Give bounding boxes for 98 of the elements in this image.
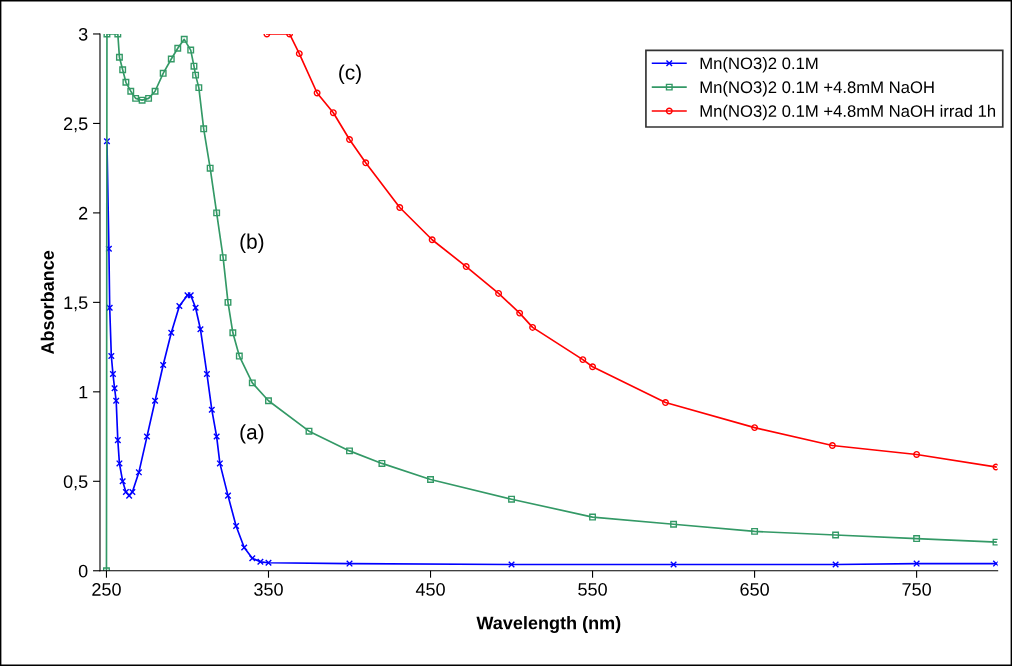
point [828, 442, 836, 449]
point [589, 513, 597, 521]
y-tick-label: 2 [79, 206, 88, 220]
point [213, 433, 221, 441]
point [219, 254, 227, 262]
y-tick-label: 2,5 [63, 117, 88, 133]
point [206, 164, 214, 172]
point [529, 323, 537, 331]
point [670, 561, 678, 568]
point [428, 236, 436, 244]
point [107, 352, 115, 360]
point [196, 325, 204, 333]
line-series [263, 33, 998, 471]
point [174, 44, 182, 52]
point [229, 329, 237, 337]
point [751, 527, 759, 535]
point [224, 492, 232, 500]
point [213, 209, 221, 217]
y-tick-label: 1,5 [64, 296, 88, 312]
point [216, 459, 224, 467]
x-tick-label: 350 [254, 583, 283, 596]
y-axis-title: Absorbance [40, 250, 54, 355]
point [346, 447, 353, 455]
x-tick-label: 650 [740, 583, 769, 596]
x-tick-label: 750 [902, 583, 931, 596]
point [589, 363, 597, 371]
point [175, 302, 183, 310]
y-tick-label: 0,5 [63, 475, 88, 491]
point [508, 561, 516, 568]
point [427, 476, 434, 483]
point [114, 436, 122, 444]
point [248, 379, 256, 387]
point [329, 109, 337, 117]
point [378, 459, 386, 467]
annotation: (b) [240, 233, 264, 254]
y-tick-label: 3 [78, 27, 88, 41]
point [122, 78, 130, 86]
point [661, 399, 669, 407]
point [159, 361, 167, 369]
point [119, 66, 127, 74]
point [495, 289, 503, 297]
point [167, 55, 175, 63]
point [579, 356, 587, 364]
point [115, 53, 123, 61]
point [151, 87, 159, 95]
point [192, 304, 200, 312]
y-tick-label: 0 [78, 564, 88, 578]
y-tick-label: 1 [79, 385, 88, 399]
point [195, 84, 203, 92]
point [751, 424, 759, 432]
annotation: (a) [240, 424, 264, 444]
point [265, 397, 272, 405]
point [224, 298, 232, 306]
point [187, 291, 195, 299]
point [208, 406, 216, 414]
x-tick-label: 250 [92, 583, 121, 596]
point [190, 62, 198, 70]
point [832, 561, 840, 568]
point [143, 433, 151, 441]
point [192, 71, 200, 79]
point [235, 352, 243, 360]
x-tick-label: 450 [415, 583, 445, 596]
point [396, 204, 404, 212]
point [832, 531, 840, 539]
point [159, 69, 167, 77]
point [913, 535, 921, 543]
point [362, 159, 370, 167]
annotation: (c) [339, 64, 361, 84]
point [167, 329, 175, 337]
point [305, 427, 313, 435]
point [516, 309, 524, 317]
point [232, 522, 240, 530]
legend-label: Mn(NO3)2 0.1M [700, 57, 818, 73]
point [295, 50, 303, 58]
point [180, 35, 188, 43]
point [151, 397, 159, 405]
legend-label: Mn(NO3)2 0.1M +4.8mM NaOH irrad 1h [700, 104, 996, 121]
point [111, 384, 119, 392]
point [138, 96, 146, 104]
x-tick-label: 550 [578, 583, 607, 596]
point [346, 560, 353, 568]
x-axis-title: Wavelength (nm) [476, 616, 621, 633]
point [248, 554, 256, 562]
point [112, 397, 120, 405]
point [508, 495, 516, 503]
point [119, 477, 127, 485]
point [462, 263, 470, 271]
point [187, 46, 195, 54]
point [240, 544, 248, 551]
point [135, 468, 143, 476]
point [145, 94, 153, 102]
point [913, 450, 921, 458]
point [127, 87, 135, 95]
point [200, 125, 208, 133]
legend-label: Mn(NO3)2 0.1M +4.8mM NaOH [700, 80, 934, 97]
point [346, 136, 353, 144]
point [670, 520, 678, 528]
point [132, 94, 140, 102]
